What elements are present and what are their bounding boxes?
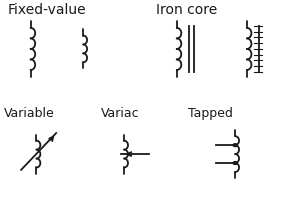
Circle shape [233,144,237,147]
Text: Variac: Variac [101,106,139,119]
Circle shape [233,162,237,165]
Text: Iron core: Iron core [156,3,217,17]
Text: Variable: Variable [4,106,55,119]
Text: Fixed-value: Fixed-value [7,3,86,17]
Text: Tapped: Tapped [189,106,233,119]
